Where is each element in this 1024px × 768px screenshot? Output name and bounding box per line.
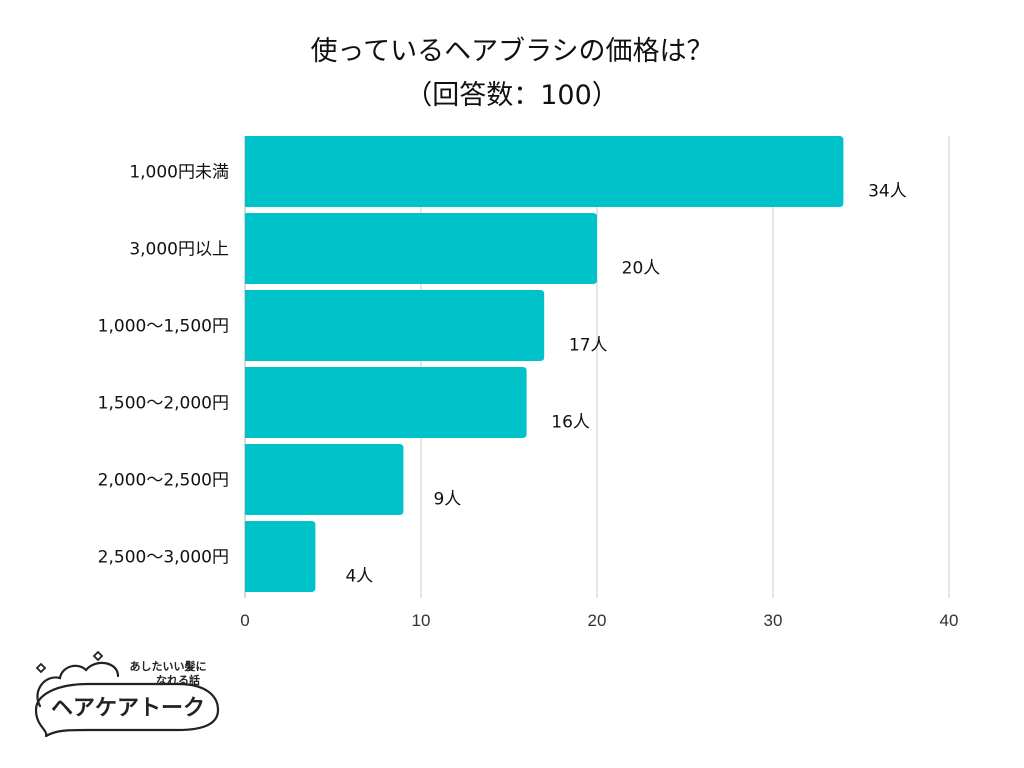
bars: [245, 136, 844, 592]
bar: [245, 444, 404, 515]
x-tick-label: 10: [412, 611, 431, 630]
bar: [245, 290, 545, 361]
chart-title: 使っているヘアブラシの価格は？: [310, 36, 714, 67]
value-label: 34人: [868, 182, 907, 202]
bar: [245, 521, 316, 592]
bar: [245, 367, 527, 438]
brand-logo: あしたいい髪に なれる話 ヘアケアトーク: [34, 650, 220, 738]
category-label: 1,500〜2,000円: [98, 394, 229, 414]
category-label: 1,000円未満: [129, 163, 229, 183]
labels: 0 10 20 30 40 1,000円未満 34人 3,000円以上 20人 1,000〜1,5…: [98, 163, 959, 631]
category-label: 1,000〜1,500円: [98, 317, 229, 337]
category-label: 2,500〜3,000円: [98, 548, 229, 568]
x-tick-label: 30: [764, 611, 783, 630]
bar-chart: 0 10 20 30 40 1,000円未満 34人 3,000円以上 20人 1,000〜1,5…: [98, 136, 959, 631]
value-label: 9人: [433, 490, 461, 510]
category-label: 2,000〜2,500円: [98, 471, 229, 491]
cloud-outline-icon: [36, 661, 120, 708]
sparkle-icon: [92, 650, 104, 662]
logo-name: ヘアケアトーク: [51, 696, 205, 721]
bar: [245, 136, 844, 207]
sparkle-small-icon: [35, 662, 47, 674]
logo-tagline-1: あしたいい髪に: [130, 659, 207, 673]
speech-bubble-icon: [34, 682, 220, 738]
x-tick-label: 40: [940, 611, 959, 630]
logo-tagline-2: なれる話: [156, 673, 200, 687]
value-label: 20人: [622, 259, 661, 279]
category-label: 3,000円以上: [129, 240, 229, 260]
value-label: 16人: [551, 413, 590, 433]
value-label: 4人: [345, 567, 373, 587]
chart-title-block: 使っているヘアブラシの価格は？ （回答数：100）: [0, 30, 1024, 118]
x-tick-label: 20: [588, 611, 607, 630]
x-tick-label: 0: [240, 611, 249, 630]
bar: [245, 213, 597, 284]
value-label: 17人: [569, 336, 608, 356]
chart-subtitle: （回答数：100）: [405, 80, 619, 111]
